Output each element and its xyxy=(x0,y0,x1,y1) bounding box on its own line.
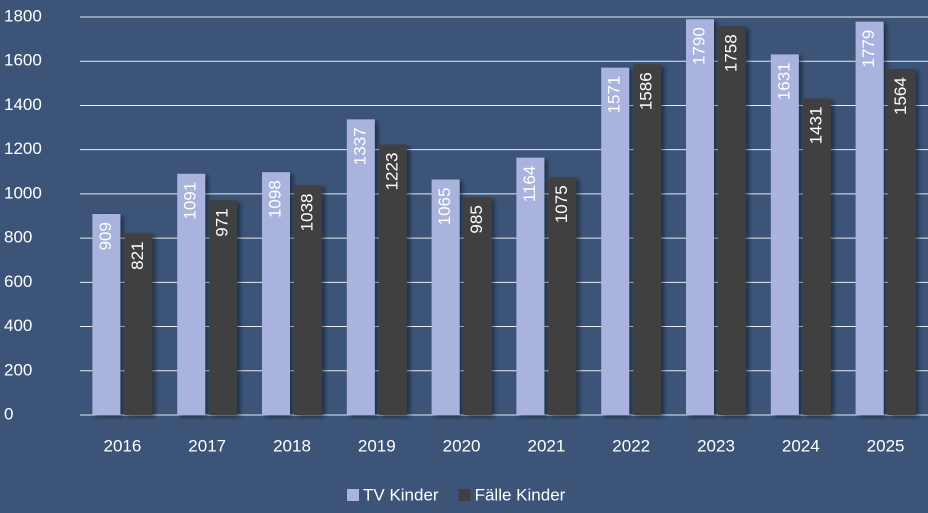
y-tick-label: 1000 xyxy=(4,183,42,202)
data-label: 985 xyxy=(467,205,486,233)
bar xyxy=(516,157,545,416)
data-label: 1571 xyxy=(605,76,624,114)
legend-swatch xyxy=(347,489,359,501)
data-label: 1790 xyxy=(689,27,708,65)
x-tick-label: 2020 xyxy=(443,436,481,455)
y-tick-label: 0 xyxy=(4,404,13,423)
bar xyxy=(463,197,492,415)
bar xyxy=(802,98,831,415)
bar xyxy=(718,26,746,415)
x-tick-label: 2025 xyxy=(867,436,905,455)
data-label: 1098 xyxy=(265,180,284,218)
bar xyxy=(601,67,630,415)
data-label: 1223 xyxy=(382,153,401,191)
data-label: 1431 xyxy=(806,107,825,145)
data-label: 1065 xyxy=(435,188,454,226)
y-tick-label: 200 xyxy=(4,360,32,379)
data-label: 821 xyxy=(128,241,147,269)
legend: TV Kinder Fälle Kinder xyxy=(347,485,566,504)
y-tick-label: 1200 xyxy=(4,139,42,158)
data-label: 1164 xyxy=(520,166,539,203)
x-tick-label: 2021 xyxy=(527,436,565,455)
legend-label: Fälle Kinder xyxy=(475,485,566,504)
bar xyxy=(124,233,153,415)
data-label: 1586 xyxy=(637,72,656,110)
y-tick-label: 600 xyxy=(4,272,32,291)
legend-swatch xyxy=(458,489,471,501)
y-tick-label: 400 xyxy=(4,316,32,335)
legend-label: TV Kinder xyxy=(363,485,439,504)
y-tick-label: 800 xyxy=(4,228,32,247)
data-label: 1631 xyxy=(774,62,793,100)
bar xyxy=(262,172,290,415)
bar xyxy=(209,200,238,415)
x-tick-label: 2024 xyxy=(782,436,820,455)
bar xyxy=(686,19,714,415)
bar xyxy=(887,69,916,415)
data-label: 1564 xyxy=(891,77,910,115)
bar xyxy=(378,144,407,415)
x-tick-label: 2022 xyxy=(612,436,650,455)
bar xyxy=(92,214,121,415)
data-label: 909 xyxy=(96,222,115,250)
y-tick-label: 1600 xyxy=(4,51,42,70)
y-tick-label: 1400 xyxy=(4,95,42,114)
bar xyxy=(294,185,322,415)
y-tick-label: 1800 xyxy=(4,6,42,25)
x-tick-label: 2016 xyxy=(103,436,141,455)
bar xyxy=(770,54,799,416)
bar xyxy=(548,177,577,415)
bar xyxy=(855,21,884,415)
x-tick-label: 2023 xyxy=(697,436,735,455)
data-label: 971 xyxy=(213,208,232,236)
data-label: 1038 xyxy=(297,193,316,231)
x-tick-label: 2017 xyxy=(188,436,226,455)
data-label: 1091 xyxy=(181,182,200,220)
bar xyxy=(633,64,662,415)
bar xyxy=(346,119,375,415)
data-label: 1779 xyxy=(859,30,878,68)
data-label: 1758 xyxy=(721,34,740,72)
bar xyxy=(431,179,460,415)
data-label: 1337 xyxy=(350,127,369,165)
x-tick-label: 2019 xyxy=(358,436,396,455)
bar xyxy=(177,173,206,415)
data-label: 1075 xyxy=(552,185,571,223)
x-tick-label: 2018 xyxy=(273,436,311,455)
